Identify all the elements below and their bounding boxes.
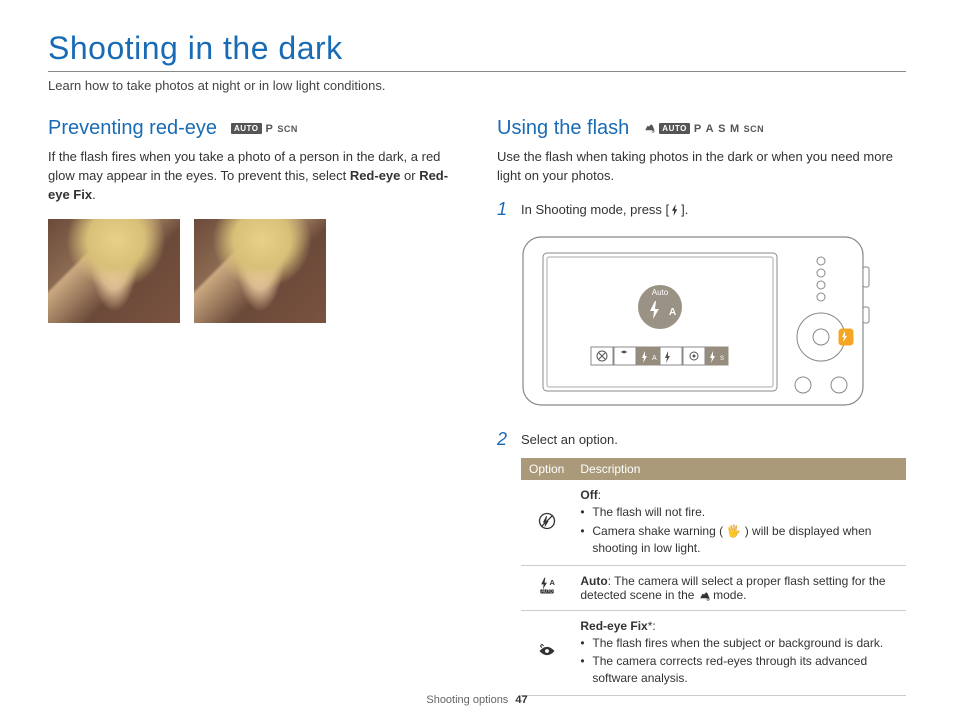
svg-text:A: A <box>652 355 657 362</box>
redeye-fix-bullets: The flash fires when the subject or back… <box>580 635 898 687</box>
col-option: Option <box>521 458 572 480</box>
svg-text:A: A <box>549 578 555 587</box>
footer-section: Shooting options <box>426 694 508 706</box>
text: mode. <box>710 588 747 602</box>
opt-icon-off <box>521 480 572 565</box>
text: . <box>92 187 96 202</box>
camera-diagram: Auto A A S <box>521 227 906 416</box>
svg-text:S: S <box>652 129 656 135</box>
mode-s: S <box>718 123 726 135</box>
opt-desc-auto: Auto: The camera will select a proper fl… <box>572 565 906 610</box>
step-1: 1 In Shooting mode, press []. <box>497 200 906 220</box>
text: *: <box>648 619 656 633</box>
mode-m: M <box>730 123 740 135</box>
left-heading-row: Preventing red-eye AUTO P SCN <box>48 117 457 140</box>
svg-text:S: S <box>720 356 724 362</box>
left-mode-tags: AUTO P SCN <box>231 123 298 135</box>
mode-auto-badge: AUTO <box>231 123 262 134</box>
right-heading-row: Using the flash S AUTO P A S M SCN <box>497 117 906 140</box>
step-2: 2 Select an option. <box>497 430 906 450</box>
list-item: The camera corrects red-eyes through its… <box>580 653 898 687</box>
list-item: The flash will not fire. <box>580 504 898 521</box>
step-2-text: Select an option. <box>521 430 618 450</box>
list-item: Camera shake warning ( 🖐 ) will be displ… <box>580 523 898 557</box>
opt-icon-redeye-fix <box>521 610 572 695</box>
svg-text:AUTO: AUTO <box>541 589 553 594</box>
mode-scn: SCN <box>744 124 765 134</box>
step-1-text: In Shooting mode, press []. <box>521 200 688 220</box>
right-column: Using the flash S AUTO P A S M SCN Use t… <box>497 117 906 696</box>
svg-text:A: A <box>669 307 676 318</box>
page-title: Shooting in the dark <box>48 30 906 67</box>
redeye-fix-title: Red-eye Fix <box>580 619 647 633</box>
text: : <box>598 488 601 502</box>
table-row: Off: The flash will not fire. Camera sha… <box>521 480 906 565</box>
mode-scn: SCN <box>277 124 298 134</box>
mode-auto-badge: AUTO <box>659 123 690 134</box>
camera-auto-label: Auto <box>652 288 669 297</box>
mode-a: A <box>706 123 714 135</box>
step-2-num: 2 <box>497 430 511 450</box>
list-item: The flash fires when the subject or back… <box>580 635 898 652</box>
mode-p: P <box>266 123 274 135</box>
footer-page-num: 47 <box>515 694 527 706</box>
text: or <box>400 168 419 183</box>
flash-icon <box>669 204 681 216</box>
title-rule <box>48 71 906 72</box>
red-eye-bold: Red-eye <box>350 168 401 183</box>
smart-mode-icon: S <box>698 590 710 602</box>
table-row: A AUTO Auto: The camera will select a pro… <box>521 565 906 610</box>
left-body-text: If the flash fires when you take a photo… <box>48 148 457 205</box>
left-column: Preventing red-eye AUTO P SCN If the fla… <box>48 117 457 696</box>
sample-photos <box>48 219 457 323</box>
opt-icon-auto: A AUTO <box>521 565 572 610</box>
step-1-num: 1 <box>497 200 511 220</box>
table-row: Red-eye Fix*: The flash fires when the s… <box>521 610 906 695</box>
right-intro: Use the flash when taking photos in the … <box>497 148 906 186</box>
off-title: Off <box>580 488 597 502</box>
text: ]. <box>681 202 688 217</box>
sample-photo-red-eye <box>48 219 180 323</box>
text: In Shooting mode, press [ <box>521 202 669 217</box>
options-table: Option Description Off: The flash will n… <box>521 458 906 696</box>
col-description: Description <box>572 458 906 480</box>
right-mode-tags: S AUTO P A S M SCN <box>643 120 764 138</box>
opt-desc-redeye-fix: Red-eye Fix*: The flash fires when the s… <box>572 610 906 695</box>
page-intro: Learn how to take photos at night or in … <box>48 78 906 93</box>
page-footer: Shooting options 47 <box>0 694 954 706</box>
off-bullets: The flash will not fire. Camera shake wa… <box>580 504 898 556</box>
left-heading: Preventing red-eye <box>48 117 217 140</box>
mode-smart-icon: S <box>643 120 655 138</box>
opt-desc-off: Off: The flash will not fire. Camera sha… <box>572 480 906 565</box>
sample-photo-fixed <box>194 219 326 323</box>
right-heading: Using the flash <box>497 117 629 140</box>
auto-title: Auto <box>580 574 607 588</box>
options-table-wrap: Option Description Off: The flash will n… <box>521 458 906 696</box>
mode-p: P <box>694 123 702 135</box>
content-columns: Preventing red-eye AUTO P SCN If the fla… <box>48 117 906 696</box>
